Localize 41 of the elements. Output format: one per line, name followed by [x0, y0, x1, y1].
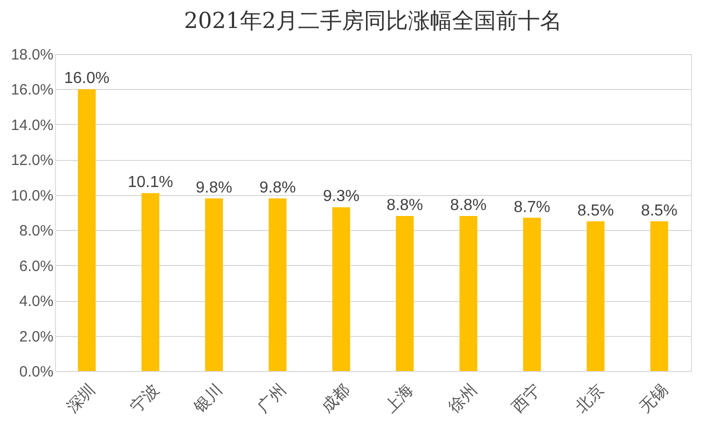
x-tick-label: 上海 — [380, 380, 417, 416]
data-label: 9.8% — [259, 179, 296, 196]
y-tick-label: 2.0% — [19, 328, 54, 346]
data-label: 8.7% — [514, 198, 550, 216]
data-label: 16.0% — [64, 70, 110, 88]
x-tick-label: 西宁 — [508, 380, 544, 416]
data-label: 8.5% — [640, 202, 678, 220]
bar — [650, 221, 668, 371]
y-tick-label: 12.0% — [10, 152, 54, 170]
chart-title: 2021年2月二手房同比涨幅全国前十名 — [184, 9, 562, 34]
data-label: 9.3% — [322, 188, 360, 206]
x-tick-label: 银川 — [189, 380, 226, 417]
bar — [586, 221, 605, 371]
x-tick-label: 徐州 — [444, 380, 480, 416]
data-label: 10.1% — [128, 174, 174, 192]
x-tick-label: 无锡 — [635, 380, 672, 416]
bar — [459, 216, 478, 371]
y-tick-label: 6.0% — [19, 258, 54, 275]
data-label: 9.8% — [196, 179, 232, 196]
x-tick-label: 成都 — [317, 380, 354, 416]
y-tick-label: 4.0% — [19, 293, 54, 310]
x-tick-label: 北京 — [572, 380, 608, 416]
bar — [205, 198, 223, 371]
bar — [141, 193, 160, 371]
y-tick-label: 8.0% — [19, 222, 54, 240]
bar — [332, 207, 350, 371]
bar — [523, 218, 541, 371]
x-tick-label: 深圳 — [62, 380, 99, 416]
y-tick-label: 0.0% — [19, 364, 54, 380]
data-label: 8.8% — [450, 197, 487, 214]
bar — [78, 89, 96, 371]
data-label: 8.8% — [386, 197, 424, 214]
y-tick-label: 18.0% — [10, 46, 54, 64]
bar — [396, 216, 414, 371]
y-tick-label: 10.0% — [10, 187, 54, 204]
data-label: 8.5% — [577, 202, 614, 220]
x-tick-label: 宁波 — [126, 380, 162, 416]
x-tick-label: 广州 — [254, 380, 290, 416]
y-tick-label: 16.0% — [10, 82, 54, 99]
bar — [268, 198, 287, 371]
y-tick-label: 14.0% — [10, 116, 54, 134]
